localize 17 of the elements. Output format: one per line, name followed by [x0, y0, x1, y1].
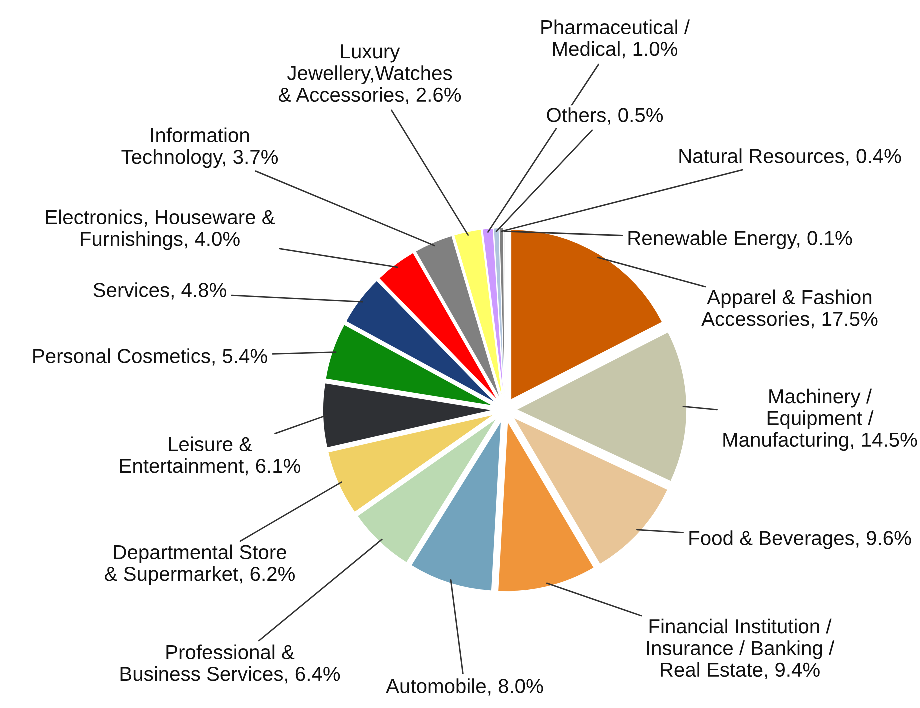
slice-label: Pharmaceutical / Medical, 1.0%	[542, 20, 690, 59]
slice-label: Professional & Business Services, 6.4%	[120, 644, 340, 684]
slice-label: Machinery / Equipment / Manufacturing, 14.5%	[724, 388, 918, 452]
slice-label: Others, 0.5%	[547, 108, 664, 125]
slice-label: Financial Institution / Insurance / Banking / Real Estate, 9.4%	[647, 618, 835, 680]
slice-label: Departmental Store & Supermarket, 6.2%	[105, 544, 295, 586]
slice-label: Automobile, 8.0%	[386, 678, 544, 696]
slice-label: Apparel & Fashion Accessories, 17.5%	[702, 290, 878, 329]
slice-label: Services, 4.8%	[94, 282, 226, 300]
slice-label: Information Technology, 3.7%	[122, 128, 278, 168]
slice-label: Renewable Energy, 0.1%	[628, 230, 852, 250]
slice-label: Leisure & Entertainment, 6.1%	[120, 436, 301, 476]
slice-label: Luxury Jewellery,Watches & Accessories, 2.6%	[278, 44, 462, 104]
slice-label: Food & Beverages, 9.6%	[690, 530, 912, 550]
slice-label: Personal Cosmetics, 5.4%	[34, 348, 268, 366]
slice-label: Electronics, Houseware & Furnishings, 4.0%	[46, 210, 275, 250]
slice-label: Natural Resources, 0.4%	[680, 148, 902, 166]
